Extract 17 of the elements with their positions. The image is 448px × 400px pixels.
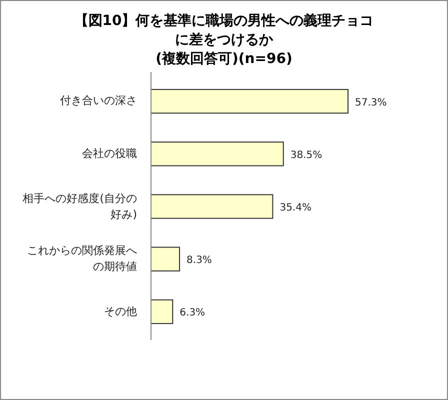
y-tick-label: これからの関係発展への期待値 bbox=[26, 243, 137, 276]
data-label: 38.5% bbox=[290, 150, 322, 161]
data-label: 35.4% bbox=[280, 202, 312, 214]
data-label: 57.3% bbox=[355, 97, 387, 108]
bar bbox=[150, 88, 348, 114]
bar bbox=[150, 142, 284, 166]
y-tick-label: 付き合いの深さ bbox=[59, 93, 137, 110]
y-tick-label: 会社の役職 bbox=[81, 146, 137, 162]
chart-subtitle: (複数回答可)(n=96) bbox=[154, 50, 294, 69]
y-tick-label: その他 bbox=[103, 304, 137, 320]
chart-title: 【図10】何を基準に職場の男性への義理チョコに差をつけるか bbox=[74, 12, 374, 50]
data-label: 8.3% bbox=[186, 255, 212, 266]
bar bbox=[150, 194, 274, 219]
bar bbox=[150, 299, 174, 324]
bar bbox=[150, 246, 180, 272]
data-label: 6.3% bbox=[180, 308, 206, 319]
y-tick-label: 相手への好感度(自分の好み) bbox=[22, 190, 137, 222]
